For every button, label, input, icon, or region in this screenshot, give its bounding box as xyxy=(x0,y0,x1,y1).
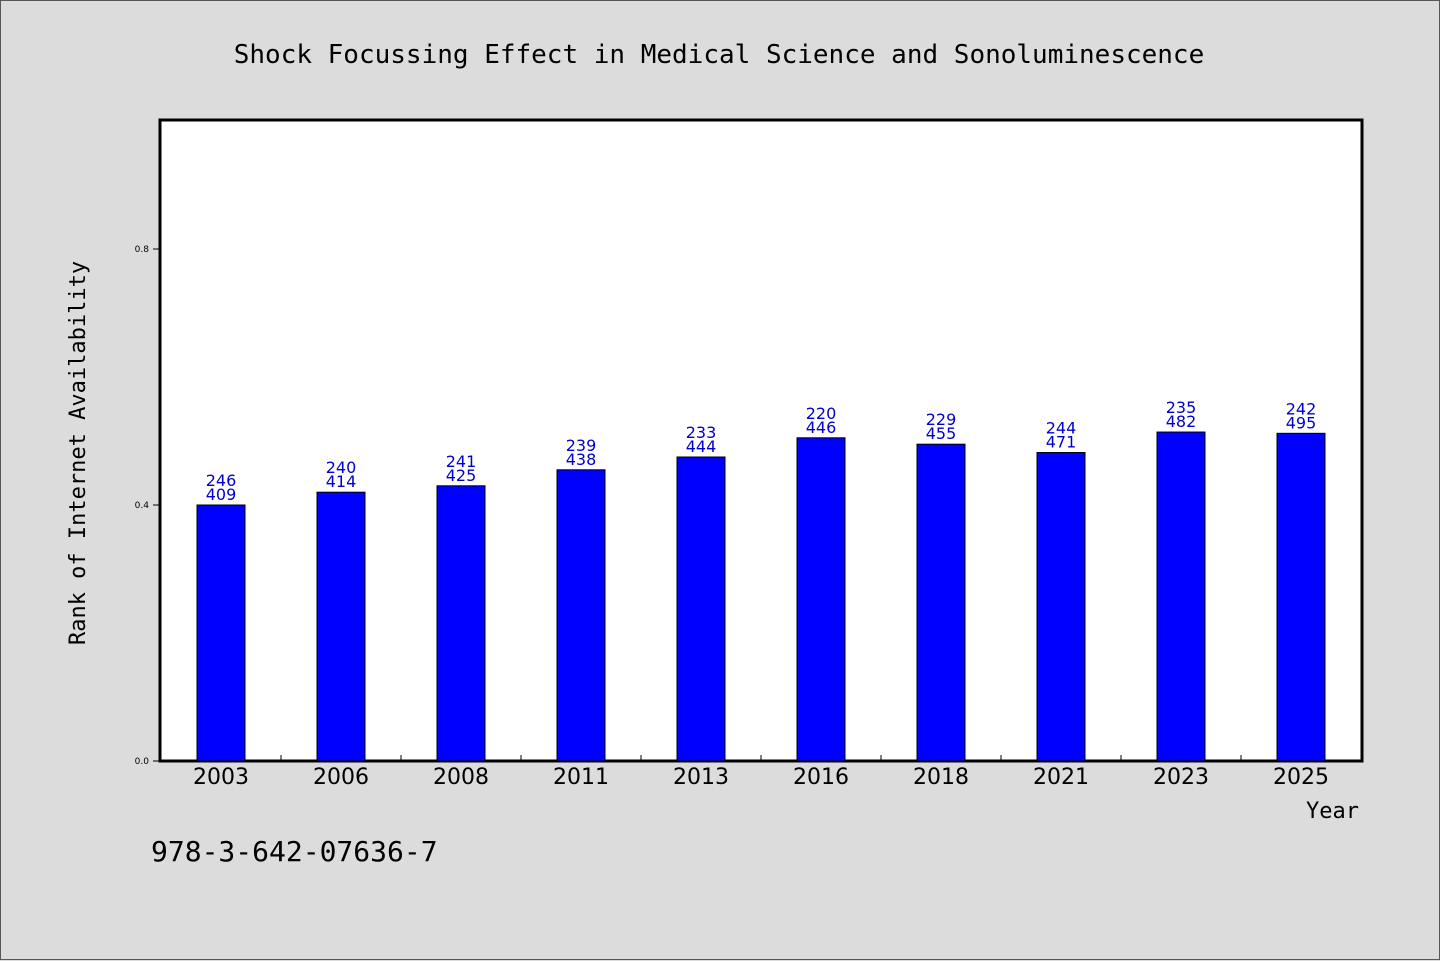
y-tick-label-0.0: 0.0 xyxy=(135,757,150,767)
bar-label-top-2003: 246 xyxy=(206,471,237,490)
x-tick-label-2003: 2003 xyxy=(193,765,249,790)
bar-2016 xyxy=(796,437,846,762)
x-tick-label-2016: 2016 xyxy=(793,765,849,790)
bar-2025 xyxy=(1276,432,1326,762)
x-tick-label-2013: 2013 xyxy=(673,765,729,790)
chart-title: Shock Focussing Effect in Medical Scienc… xyxy=(234,40,1205,70)
bar-2006 xyxy=(316,491,366,762)
bar-label-top-2025: 242 xyxy=(1286,399,1317,418)
bar-2011 xyxy=(556,469,606,762)
bar-label-bottom-2011: 438 xyxy=(566,450,597,469)
bar-label-bottom-2008: 425 xyxy=(446,466,477,485)
bar-2013 xyxy=(676,456,726,762)
bar-2023 xyxy=(1156,431,1206,762)
x-tick-label-2008: 2008 xyxy=(433,765,489,790)
bar-2008 xyxy=(436,485,486,762)
x-axis-label: Year xyxy=(1306,799,1359,824)
y-ticks-group: 0.0 0.4 0.8 xyxy=(135,245,161,767)
y-tick-label-0.8: 0.8 xyxy=(135,245,150,255)
bar-2003 xyxy=(196,504,246,762)
bar-label-bottom-2016: 446 xyxy=(806,418,837,437)
bar-label-bottom-2021: 471 xyxy=(1046,433,1077,452)
bar-label-top-2018: 229 xyxy=(926,410,957,429)
bar-label-top-2021: 244 xyxy=(1046,419,1077,438)
x-tick-label-2021: 2021 xyxy=(1033,765,1089,790)
y-tick-label-0.4: 0.4 xyxy=(135,501,150,511)
bar-label-bottom-2023: 482 xyxy=(1166,412,1197,431)
x-tick-label-2018: 2018 xyxy=(913,765,969,790)
bar-2018 xyxy=(916,443,966,762)
bar-label-top-2008: 241 xyxy=(446,452,477,471)
bar-label-top-2006: 240 xyxy=(326,458,357,477)
x-tick-label-2006: 2006 xyxy=(313,765,369,790)
bar-label-top-2011: 239 xyxy=(566,436,597,455)
bar-label-bottom-2003: 409 xyxy=(206,485,237,504)
bar-label-top-2013: 233 xyxy=(686,423,717,442)
bar-label-top-2023: 235 xyxy=(1166,398,1197,417)
bar-label-bottom-2018: 455 xyxy=(926,424,957,443)
x-tick-label-2011: 2011 xyxy=(553,765,609,790)
x-tick-label-2025: 2025 xyxy=(1273,765,1329,790)
bar-label-bottom-2013: 444 xyxy=(686,437,717,456)
bar-label-top-2016: 220 xyxy=(806,404,837,423)
x-tick-label-2023: 2023 xyxy=(1153,765,1209,790)
isbn-label: 978-3-642-07636-7 xyxy=(151,835,438,868)
bar-label-bottom-2025: 495 xyxy=(1286,413,1317,432)
y-axis-label: Rank of Internet Availability xyxy=(66,261,91,645)
bar-label-bottom-2006: 414 xyxy=(326,472,357,491)
bar-2021 xyxy=(1036,452,1086,762)
x-ticks-group: 2003 2006 2008 2011 2013 2016 2018 2021 2023 2025 xyxy=(193,755,1329,790)
